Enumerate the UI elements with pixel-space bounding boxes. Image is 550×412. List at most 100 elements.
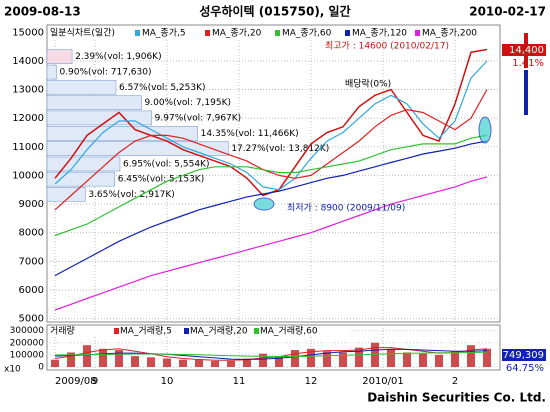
profile-bar <box>46 156 121 172</box>
legend-label: MA_종가,5 <box>142 28 186 39</box>
volume-bar <box>435 354 443 367</box>
profile-bar <box>46 49 73 64</box>
profile-bar <box>46 79 117 95</box>
volume-bar <box>483 348 491 367</box>
legend-swatch <box>254 328 259 334</box>
legend-label: MA_종가,60 <box>282 28 332 39</box>
series-line <box>54 60 488 191</box>
start-date: 2009-08-13 <box>4 5 81 19</box>
profile-bar <box>46 95 142 111</box>
y-tick-label: 200000 <box>10 338 45 348</box>
series-line <box>54 348 488 361</box>
y-tick-label: 14000 <box>12 56 44 67</box>
annotation: 최저가 : 8900 (2009/11/09) <box>287 203 405 214</box>
annotation: 배당락(0%) <box>345 78 391 90</box>
legend-box <box>48 27 499 39</box>
series-line <box>54 347 488 361</box>
volume-bar <box>211 360 219 367</box>
x-tick-label: 10 <box>161 376 174 387</box>
y-tick-label: 5000 <box>19 314 44 325</box>
volume-bar <box>371 342 379 367</box>
legend-label: MA_종가,120 <box>352 28 407 39</box>
volume-bar <box>195 359 203 367</box>
y-tick-label: 10000 <box>12 170 44 181</box>
profile-label: 3.65%(vol: 2,917K) <box>88 190 175 200</box>
y-tick-label: 11000 <box>12 142 44 153</box>
profile-label: 6.57%(vol: 5,253K) <box>119 83 206 93</box>
legend-label: 일분식차트(일간) <box>50 27 115 39</box>
volume-tag-box <box>502 349 546 361</box>
footer: Daishin Securities Co. Ltd. <box>367 391 546 405</box>
y-tick-label: 0 <box>38 363 44 373</box>
volume-frame <box>46 324 501 371</box>
volume-bar <box>355 347 363 367</box>
side-bar <box>524 70 528 115</box>
volume-bar <box>467 345 475 367</box>
profile-label: 9.97%(vol: 7,967K) <box>155 113 242 123</box>
profile-label: 6.45%(vol: 5,153K) <box>118 175 205 185</box>
legend-label: MA_거래량,20 <box>190 325 248 337</box>
volume-bar <box>67 352 75 367</box>
legend-label: MA_거래량,60 <box>260 325 318 337</box>
profile-label: 2.39%(vol: 1,906K) <box>75 52 162 62</box>
legend-swatch <box>275 30 280 36</box>
series-line <box>54 134 488 237</box>
volume-bar <box>51 359 59 367</box>
legend-label: MA_거래량,5 <box>120 325 172 337</box>
volume-bar <box>387 348 395 367</box>
volume-bar <box>99 348 107 367</box>
marker <box>253 197 275 211</box>
series-line <box>55 351 488 357</box>
y-tick-label: 6000 <box>19 285 44 296</box>
legend-label: 거래량 <box>50 325 75 337</box>
legend-swatch <box>415 30 420 36</box>
annotation: 최고가 : 14600 (2010/02/17) <box>325 41 449 52</box>
x-tick-label: 11 <box>233 376 246 387</box>
volume-bar <box>291 350 299 367</box>
legend-swatch <box>345 30 350 36</box>
profile-label: 14.35%(vol: 11,466K) <box>201 129 299 139</box>
price-tag: 14,400 <box>509 45 544 56</box>
chart-title: 성우하이텍 (015750), 일간 <box>199 4 350 19</box>
legend-swatch <box>135 30 140 36</box>
volume-bar <box>259 353 267 367</box>
x-tick-label: 2010/01 <box>362 376 404 387</box>
marker <box>478 116 492 144</box>
profile-bar <box>46 126 198 141</box>
volume-bar <box>339 352 347 367</box>
volume-tag: 749,309 <box>503 350 544 361</box>
volume-bar <box>131 356 139 367</box>
volume-bar <box>307 348 315 367</box>
volume-bar <box>451 351 459 367</box>
y-tick-label: 100000 <box>10 350 45 360</box>
legend-label: MA_종가,200 <box>422 28 477 39</box>
volume-bar <box>179 359 187 367</box>
legend-box <box>48 326 348 336</box>
series-line <box>54 176 488 311</box>
y-tick-label: 8000 <box>19 228 44 239</box>
y-tick-label: 9000 <box>19 199 44 210</box>
legend-swatch <box>114 328 119 334</box>
legend-swatch <box>205 30 210 36</box>
series-line <box>54 89 488 211</box>
x-tick-label: 12 <box>305 376 318 387</box>
series-line <box>54 140 488 277</box>
y-tick-label: 300000 <box>10 326 45 336</box>
x-tick-label: 2009/08 <box>55 376 97 387</box>
change-tag: 1.41% <box>512 58 544 69</box>
y-tick-label: 12000 <box>12 113 44 124</box>
volume-bar <box>115 350 123 367</box>
profile-label: 6.95%(vol: 5,554K) <box>123 159 210 169</box>
price-tag-box <box>502 44 546 56</box>
unit-label: x10 <box>4 365 21 375</box>
volume-bar <box>419 353 427 367</box>
profile-bar <box>46 171 116 187</box>
end-date: 2010-02-17 <box>469 5 546 19</box>
volume-bar <box>275 356 283 367</box>
legend-label: MA_종가,20 <box>212 28 262 39</box>
y-tick-label: 15000 <box>12 27 44 38</box>
profile-bar <box>46 64 57 80</box>
